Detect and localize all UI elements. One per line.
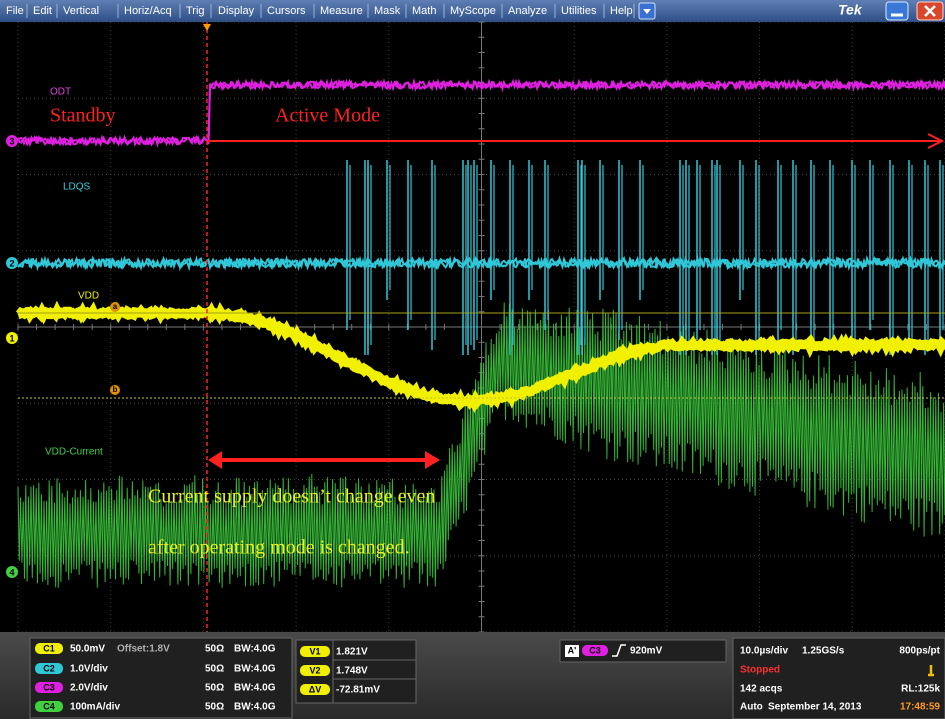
cursor-value: -72.81mV bbox=[336, 685, 380, 696]
trigger-marker bbox=[203, 24, 211, 31]
minimize-button[interactable] bbox=[885, 1, 909, 21]
channel-marker bbox=[6, 332, 18, 344]
menu-item[interactable]: Help bbox=[610, 5, 633, 17]
record-length: RL:125k bbox=[901, 684, 940, 695]
annotation: Current supply doesn’t change even bbox=[148, 486, 435, 508]
run-state: Stopped bbox=[740, 665, 780, 676]
cursor-badge-label: V2 bbox=[309, 665, 320, 675]
date: September 14, 2013 bbox=[768, 702, 862, 713]
trace-current bbox=[17, 302, 945, 588]
channel-impedance: 50Ω bbox=[205, 664, 224, 675]
channel-impedance: 50Ω bbox=[205, 644, 224, 655]
channel-impedance: 50Ω bbox=[205, 683, 224, 694]
cursor-marker bbox=[110, 385, 120, 395]
time: 17:48:59 bbox=[900, 702, 940, 713]
menu-item[interactable]: Display bbox=[218, 5, 255, 17]
channel-bandwidth: BW:4.0G bbox=[234, 644, 276, 655]
sample-rate: 1.25GS/s bbox=[802, 646, 845, 657]
cursor-badge-label: ΔV bbox=[309, 684, 321, 694]
acquisitions: 142 acqs bbox=[740, 684, 783, 695]
channel-scale: 1.0V/div bbox=[70, 664, 108, 675]
channel-marker-label: 3 bbox=[9, 136, 14, 146]
channel-marker-label: 1 bbox=[9, 333, 14, 343]
trigger-source: A' bbox=[568, 645, 577, 655]
menu-item[interactable]: Utilities bbox=[561, 5, 597, 17]
channel-marker bbox=[6, 135, 18, 147]
cursor-badge bbox=[300, 646, 330, 657]
channel-marker bbox=[6, 566, 18, 578]
cursor-rows: V1 1.821V V2 1.748V ΔV -72.81mV bbox=[300, 640, 416, 703]
menu-item[interactable]: File bbox=[6, 5, 24, 17]
cursor-badge bbox=[300, 684, 330, 695]
menu-item[interactable]: Cursors bbox=[267, 5, 306, 17]
trace-label: VDD bbox=[78, 291, 99, 302]
menu-item[interactable]: Math bbox=[412, 5, 436, 17]
cursor-badge bbox=[300, 665, 330, 676]
cursor-badge-label: V1 bbox=[309, 646, 320, 656]
cursor-value: 1.821V bbox=[336, 647, 368, 658]
menu-bar bbox=[0, 0, 945, 22]
channel-bandwidth: BW:4.0G bbox=[234, 683, 276, 694]
menu-item[interactable]: Trig bbox=[186, 5, 205, 17]
channel-markers: 3 2 1 4 bbox=[6, 135, 18, 578]
menu-item[interactable]: Vertical bbox=[63, 5, 99, 17]
trace-label: VDD-Current bbox=[45, 447, 103, 458]
channel-badge bbox=[35, 663, 63, 674]
channel-bandwidth: BW:4.0G bbox=[234, 664, 276, 675]
annotation: Active Mode bbox=[275, 105, 380, 127]
menu-separators bbox=[26, 4, 635, 18]
trace-odt bbox=[17, 78, 945, 148]
resolution: 800ps/pt bbox=[899, 646, 940, 657]
channel-scale: 2.0V/div bbox=[70, 683, 108, 694]
channel-offset: Offset:1.8V bbox=[117, 644, 170, 655]
menu: File Edit Vertical Horiz/Acq Trig Displa… bbox=[6, 5, 633, 17]
trace-label: LDQS bbox=[63, 182, 91, 193]
menu-item[interactable]: Analyze bbox=[508, 5, 547, 17]
channel-marker-label: 4 bbox=[9, 567, 14, 577]
annotation: after operating mode is changed. bbox=[148, 537, 410, 559]
channel-badge-label: C3 bbox=[43, 682, 55, 692]
cursor-marker bbox=[110, 302, 120, 312]
channel-scale: 50.0mV bbox=[70, 644, 105, 655]
horizontal-scale: 10.0µs/div bbox=[740, 646, 788, 657]
trigger-channel: C3 bbox=[589, 645, 601, 655]
channel-badge-label: C2 bbox=[43, 663, 55, 673]
status-icon bbox=[928, 665, 934, 677]
dropdown-arrow bbox=[643, 9, 651, 14]
menu-item[interactable]: Horiz/Acq bbox=[124, 5, 172, 17]
trigger-slope-icon bbox=[612, 644, 626, 657]
annotation: Standby bbox=[50, 105, 116, 127]
trigger-channel-badge bbox=[582, 645, 608, 656]
channel-scale: 100mA/div bbox=[70, 702, 120, 713]
channel-marker-label: 2 bbox=[9, 258, 14, 268]
trigger-level: 920mV bbox=[630, 646, 663, 657]
menu-item[interactable]: MyScope bbox=[450, 5, 496, 17]
channel-impedance: 50Ω bbox=[205, 702, 224, 713]
close-icon bbox=[924, 5, 936, 17]
channel-bandwidth: BW:4.0G bbox=[234, 702, 276, 713]
trigger-mode: Auto bbox=[740, 702, 763, 713]
menu-item[interactable]: Mask bbox=[374, 5, 401, 17]
channel-rows: C1 50.0mV Offset:1.8V 50Ω BW:4.0G C2 1.0… bbox=[35, 643, 276, 713]
trace-label: ODT bbox=[50, 87, 71, 98]
cursor-marker-label: a bbox=[113, 302, 118, 311]
brand: Tek bbox=[838, 2, 863, 18]
menu-item[interactable]: Edit bbox=[33, 5, 52, 17]
cursor-marker-label: b bbox=[113, 385, 118, 394]
channel-badge bbox=[35, 701, 63, 712]
trigger-source-box bbox=[565, 645, 579, 657]
channel-readouts[interactable] bbox=[29, 637, 293, 719]
acquisition-readout[interactable] bbox=[732, 637, 945, 719]
menu-item[interactable]: Measure bbox=[320, 5, 363, 17]
channel-badge-label: C4 bbox=[43, 701, 55, 711]
channel-badge bbox=[35, 682, 63, 693]
channel-badge bbox=[35, 643, 63, 654]
annotation-arrowhead bbox=[927, 133, 945, 149]
cursor-value: 1.748V bbox=[336, 666, 368, 677]
channel-badge-label: C1 bbox=[43, 643, 55, 653]
trace-ldqs bbox=[17, 254, 945, 272]
channel-marker bbox=[6, 257, 18, 269]
